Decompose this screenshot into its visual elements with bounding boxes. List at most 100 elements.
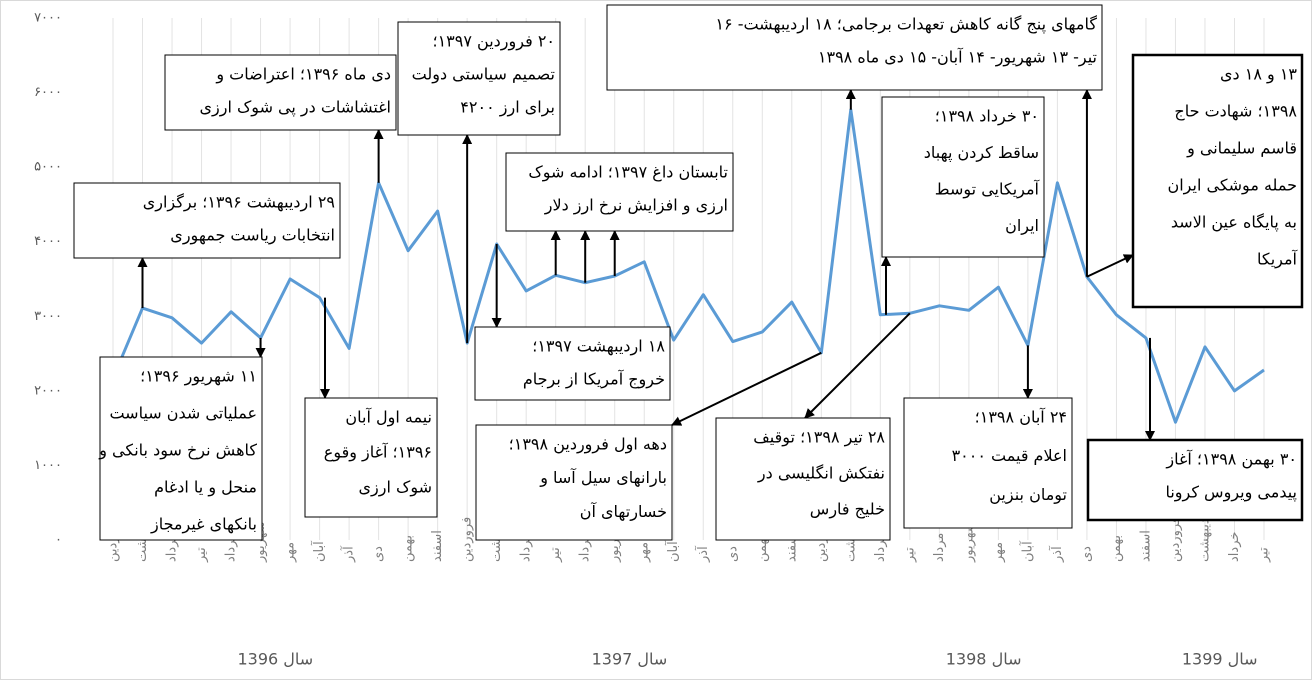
x-tick-label: بهمن (401, 535, 416, 562)
annotation-box (881, 96, 1045, 258)
annotation-text: اعلام قیمت ۳۰۰۰ (952, 446, 1067, 465)
plot (111, 108, 1265, 424)
x-tick-label: اردیبهشت (1197, 508, 1212, 562)
x-tick-label: تیر (1257, 547, 1272, 563)
annotation-text: خروج آمریکا از برجام (523, 370, 665, 390)
annotation-text: ۱۸ اردیبهشت ۱۳۹۷؛ (532, 337, 665, 357)
annotation-text: دی ماه ۱۳۹۶؛ اعتراضات و (215, 65, 391, 85)
x-tick-label: فروردین (460, 517, 475, 562)
annotation-text: شوک ارزی (359, 478, 433, 498)
x-tick-label: دی (725, 546, 740, 562)
annotation-text: دهه اول فروردین ۱۳۹۸؛ (509, 435, 667, 455)
x-tick-label: فروردین (1168, 517, 1183, 562)
annotation-text: کاهش نرخ سود بانکی و (98, 441, 257, 461)
annotation-text: ۱۳۹۶؛ آغاز وقوع (324, 443, 432, 463)
x-tick-label: مهر (991, 542, 1006, 563)
annotation-text: ایران (1005, 216, 1039, 236)
y-tick-label: ۳۰۰۰ (34, 309, 62, 324)
annotation-text: تومان بنزین (989, 485, 1067, 505)
annotation-text: حمله موشکی ایران (1167, 176, 1297, 196)
annotation-text: منحل و یا ادغام (154, 478, 257, 498)
annotation-box (304, 397, 438, 518)
annotation-text: عملیاتی شدن سیاست (109, 404, 257, 423)
annotation-text: ۱۳ و ۱۸ دی (1220, 65, 1297, 85)
annotation-text: آمریکایی توسط (935, 180, 1041, 200)
annotation-text: نیمه اول آبان (345, 408, 432, 428)
x-tick-label: بهمن (755, 535, 770, 562)
x-tick-label: آذر (1048, 545, 1065, 563)
annotation-text: نفتکش انگلیسی در (757, 464, 885, 484)
y-tick-label: ۷۰۰۰ (34, 11, 62, 26)
annotation-text: ۱۱ شهریور ۱۳۹۶؛ (140, 367, 257, 387)
annotation-box (1131, 53, 1304, 309)
annotation-text: قاسم سلیمانی و (1186, 139, 1297, 159)
x-tick-label: مرداد (932, 533, 947, 562)
annotation-text: ۲۸ تیر ۱۳۹۸؛ توقیف (753, 428, 885, 448)
x-tick-label: تیر (194, 547, 209, 563)
x-tick-label: بهمن (1109, 535, 1124, 562)
annotation-text: خلیج فارس (810, 500, 885, 520)
group-label: سال 1396 (237, 650, 313, 669)
x-tick-label: آبان (1018, 540, 1035, 562)
annotation-box (1086, 438, 1304, 522)
annotation-text: پیدمی ویروس کرونا (1165, 483, 1297, 503)
annotation-arrow (804, 312, 911, 419)
annotation-text: تابستان داغ ۱۳۹۷؛ ادامه شوک (528, 163, 728, 183)
y-tick-label: ۱۰۰۰ (34, 458, 62, 473)
x-tick-label: آبان (310, 540, 327, 562)
x-tick-label: دی (1079, 546, 1094, 562)
annotation-box (715, 417, 891, 541)
data-line (111, 108, 1265, 424)
annotation-text: آمریکا (1257, 250, 1299, 270)
annotation-box (474, 326, 671, 401)
annotation-box (99, 356, 263, 541)
x-tick-label: اسفند (430, 530, 445, 562)
x-tick-label: مهر (283, 542, 298, 563)
annotation-text: انتخابات ریاست جمهوری (170, 226, 335, 246)
y-tick-label: ۰ (55, 533, 62, 548)
annotation-box (505, 152, 734, 232)
x-tick-label: مهر (637, 542, 652, 563)
annotation-text: بارانهای سیل آسا و (539, 468, 667, 488)
annotation-box (397, 21, 561, 136)
x-tick-label: آبان (664, 540, 681, 562)
annotation-text: گامهای پنج گانه کاهش تعهدات برجامی؛ ۱۸ ا… (715, 15, 1097, 35)
x-tick-label: دی (371, 546, 386, 562)
group-label: سال 1398 (946, 650, 1022, 669)
group-label: سال 1397 (592, 650, 668, 669)
annotation-text: ۲۹ اردیبهشت ۱۳۹۶؛ برگزاری (143, 193, 335, 213)
x-tick-label: آذر (694, 545, 711, 563)
x-tick-label: اسفند (1138, 530, 1153, 562)
annotation-box (903, 397, 1073, 529)
annotation-text: خسارتهای آن (580, 502, 667, 522)
annotation-text: ۲۰ فروردین ۱۳۹۷؛ (432, 32, 555, 52)
annotation-text: ساقط کردن پهباد (924, 143, 1039, 163)
annotation-text: بانکهای غیرمجاز (150, 515, 257, 535)
y-tick-label: ۴۰۰۰ (34, 234, 62, 249)
annotation-arrow (1086, 254, 1134, 278)
x-tick-label: آذر (340, 545, 357, 563)
y-tick-label: ۶۰۰۰ (34, 85, 62, 100)
annotation-box (73, 182, 341, 259)
annotation-text: برای ارز ۴۲۰۰ (460, 98, 555, 118)
y-tick-label: ۲۰۰۰ (34, 383, 62, 398)
x-tick-label: خرداد (1227, 532, 1242, 562)
x-tick-label: تیر (548, 547, 563, 563)
annotation-text: ۱۳۹۸؛ شهادت حاج (1174, 102, 1297, 122)
annotations: ۲۹ اردیبهشت ۱۳۹۶؛ برگزاری انتخابات ریاست … (73, 4, 1304, 541)
x-tick-label: تیر (902, 547, 917, 563)
annotation-box (164, 54, 397, 131)
annotation-text: تصمیم سیاستی دولت (412, 65, 555, 85)
group-label: سال 1399 (1182, 650, 1258, 669)
annotation-text: ۳۰ بهمن ۱۳۹۸؛ آغاز (1165, 450, 1297, 470)
annotation-text: به پایگاه عین الاسد (1171, 213, 1297, 233)
annotation-text: ۲۴ آبان ۱۳۹۸؛ (975, 408, 1067, 427)
annotation-text: اغتشاشات در پی شوک ارزی (199, 98, 391, 118)
annotation-text: ۳۰ خرداد ۱۳۹۸؛ (935, 107, 1039, 127)
annotation-box (475, 424, 673, 541)
annotation-arrow (671, 351, 822, 426)
x-tick-label: شهریور (961, 521, 976, 563)
y-tick-label: ۵۰۰۰ (34, 160, 62, 175)
annotation-text: تیر- ۱۳ شهریور- ۱۴ آبان- ۱۵ دی ماه ۱۳۹۸ (818, 48, 1097, 68)
